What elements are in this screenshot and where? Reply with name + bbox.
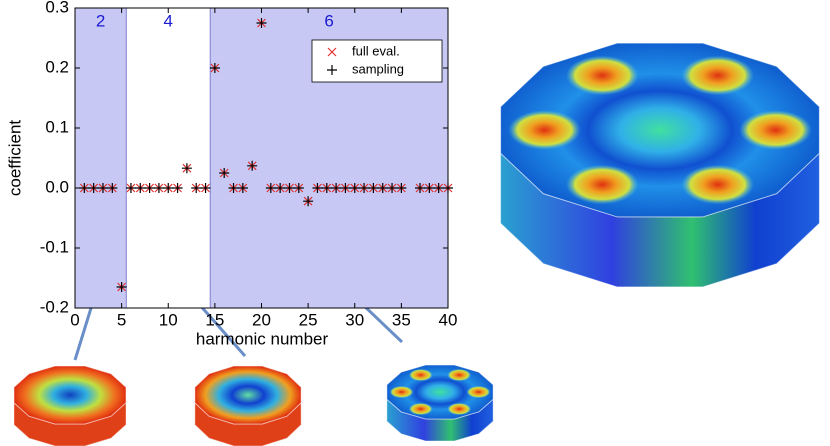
legend-label: sampling (352, 61, 404, 76)
x-tick-label: 15 (205, 310, 224, 329)
point (443, 183, 453, 193)
point (237, 183, 248, 193)
disk-spot (447, 402, 472, 416)
y-tick-label: 0.2 (45, 57, 69, 76)
x-tick-label: 25 (299, 310, 318, 329)
point (181, 163, 192, 174)
y-tick-label: 0.1 (45, 117, 69, 136)
point (219, 168, 230, 178)
x-tick-label: 0 (70, 310, 79, 329)
y-tick-label: 0.0 (45, 177, 69, 196)
point (331, 183, 342, 193)
point (125, 183, 136, 193)
point (256, 18, 267, 28)
point (265, 183, 276, 193)
legend-marker (327, 47, 337, 57)
y-tick-label: -0.2 (40, 297, 69, 316)
point (247, 160, 258, 171)
disk-render (13, 365, 127, 446)
disk-top (194, 365, 302, 425)
point (349, 183, 360, 193)
point (303, 196, 314, 207)
disk-spot (408, 402, 433, 416)
point (116, 282, 127, 292)
disk-spot (408, 368, 433, 382)
point (368, 183, 379, 193)
y-axis-label: coefficient (5, 120, 24, 197)
disk-spot (681, 164, 755, 205)
x-tick-label: 5 (117, 310, 126, 329)
legend-label: full eval. (352, 43, 400, 58)
point (415, 183, 426, 193)
x-tick-label: 30 (345, 310, 364, 329)
x-tick-label: 20 (252, 310, 271, 329)
point (424, 183, 435, 193)
point (387, 183, 398, 193)
x-tick-label: 40 (439, 310, 458, 329)
region (126, 8, 211, 308)
y-tick-label: -0.1 (40, 237, 69, 256)
disk-spot (565, 164, 639, 205)
point (97, 183, 108, 193)
disk-spot (389, 385, 414, 399)
disk-spot (508, 110, 581, 150)
legend-box (311, 39, 443, 83)
region-label: 2 (96, 11, 105, 30)
disk-spot (565, 55, 639, 96)
disk-spot (739, 110, 812, 150)
point (359, 183, 370, 193)
point (209, 63, 220, 73)
disk-spot (466, 385, 491, 399)
point (321, 183, 332, 193)
region (75, 8, 127, 308)
x-tick-label: 10 (159, 310, 178, 329)
point (433, 183, 444, 193)
disk-render (194, 365, 302, 446)
point (340, 183, 351, 193)
point (88, 183, 99, 193)
point (172, 183, 183, 193)
point (144, 183, 155, 193)
region-label: 4 (164, 11, 173, 30)
point (312, 183, 323, 193)
x-axis-label: harmonic number (196, 329, 329, 348)
point (293, 183, 304, 193)
disk-top (13, 365, 127, 425)
y-tick-label: 0.3 (45, 0, 69, 16)
legend-marker (327, 65, 337, 75)
point (107, 183, 118, 193)
point (200, 183, 211, 193)
disk-render (386, 364, 494, 442)
point (396, 183, 407, 193)
disk-spot (447, 368, 472, 382)
point (284, 183, 295, 193)
point (228, 183, 239, 193)
x-tick-label: 35 (392, 310, 411, 329)
point (79, 183, 90, 193)
point (153, 183, 164, 193)
disk-render (500, 42, 820, 288)
disk-spot (681, 55, 755, 96)
region-label: 6 (324, 11, 333, 30)
point (191, 183, 202, 193)
point (163, 183, 174, 193)
point (377, 183, 388, 193)
point (135, 183, 146, 193)
point (275, 183, 286, 193)
